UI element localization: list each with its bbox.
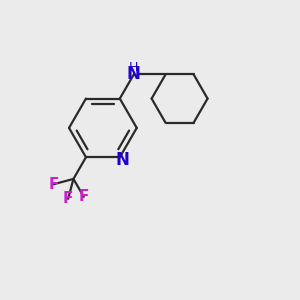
Text: N: N <box>127 65 141 83</box>
Text: H: H <box>129 61 139 74</box>
Text: F: F <box>63 191 73 206</box>
Text: F: F <box>48 177 59 192</box>
Text: F: F <box>79 189 89 204</box>
Text: N: N <box>115 151 129 169</box>
